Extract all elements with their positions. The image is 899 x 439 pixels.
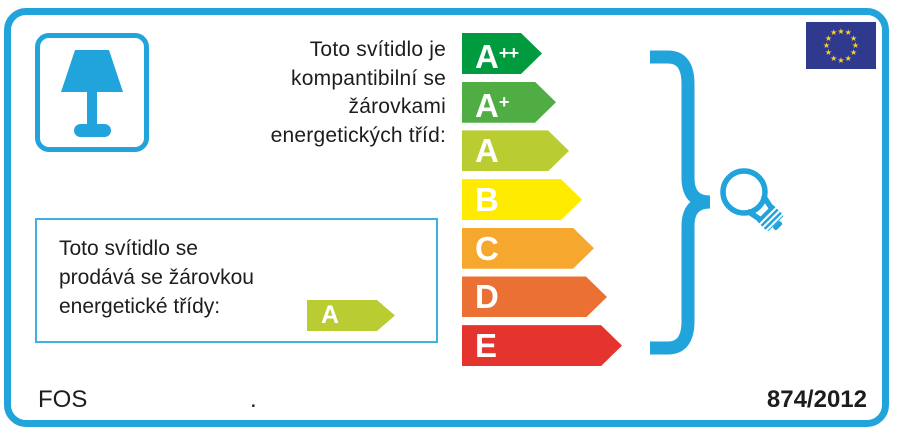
energy-class-arrow-A+: A+ — [462, 82, 556, 123]
eu-star-icon: ★ — [837, 55, 845, 65]
energy-class-letter: D — [475, 278, 499, 316]
energy-scale: A++ A+ A B C D E — [462, 33, 622, 374]
regulation-number: 874/2012 — [766, 386, 867, 413]
energy-class-letter: A — [475, 132, 499, 170]
supplied-bulb-note: Toto svítidlo se prodává se žárovkou ene… — [59, 234, 254, 321]
light-bulb-icon — [720, 168, 784, 232]
eu-star-icon: ★ — [822, 41, 831, 50]
brace-and-bulb-graphic — [650, 50, 784, 355]
eu-star-icon: ★ — [844, 28, 852, 38]
headline-line: žárovkami — [348, 95, 446, 118]
energy-class-arrow-B: B — [462, 179, 582, 220]
eu-star-icon: ★ — [824, 33, 833, 43]
supplier-name: FOS — [38, 386, 88, 413]
note-line: energetické třídy: — [59, 295, 221, 318]
supplied-bulb-class-arrow: A — [307, 300, 395, 331]
curly-brace — [650, 50, 711, 355]
headline-line: Toto svítidlo je — [309, 38, 446, 61]
model-identifier: . — [250, 386, 257, 413]
table-lamp-icon — [61, 50, 123, 137]
eu-star-icon: ★ — [844, 53, 852, 63]
energy-class-arrow-D: D — [462, 276, 607, 317]
note-line: prodává se žárovkou — [59, 266, 254, 289]
energy-class-arrow-E: E — [462, 325, 622, 366]
eu-flag: ★ ★ ★ ★ ★ ★ ★ ★ ★ ★ ★ ★ — [806, 22, 876, 69]
energy-class-letter: A++ — [475, 38, 519, 76]
energy-class-arrow-A++: A++ — [462, 33, 542, 74]
energy-class-letter: E — [475, 327, 498, 365]
energy-class-letter: A+ — [475, 86, 509, 124]
label-frame — [4, 8, 889, 427]
luminaire-pictogram-box — [35, 33, 149, 152]
supplied-bulb-class-letter: A — [321, 301, 340, 329]
energy-class-letter: B — [475, 181, 499, 219]
eu-star-icon: ★ — [837, 26, 845, 36]
compatibility-headline: Toto svítidlo je kompantibilní se žárovk… — [150, 36, 446, 150]
eu-star-icon: ★ — [849, 48, 858, 58]
energy-class-arrow-A: A — [462, 130, 569, 171]
eu-star-icon: ★ — [851, 41, 860, 50]
headline-line: kompantibilní se — [291, 66, 446, 90]
supplied-bulb-box: Toto svítidlo se prodává se žárovkou ene… — [35, 218, 438, 343]
eu-star-icon: ★ — [849, 33, 858, 43]
note-line: Toto svítidlo se — [59, 237, 198, 260]
energy-class-letter: C — [475, 229, 499, 267]
eu-star-icon: ★ — [830, 53, 838, 63]
energy-class-arrow-C: C — [462, 228, 594, 269]
eu-star-icon: ★ — [824, 48, 833, 58]
eu-star-icon: ★ — [830, 28, 838, 38]
headline-line: energetických tříd: — [270, 123, 446, 147]
